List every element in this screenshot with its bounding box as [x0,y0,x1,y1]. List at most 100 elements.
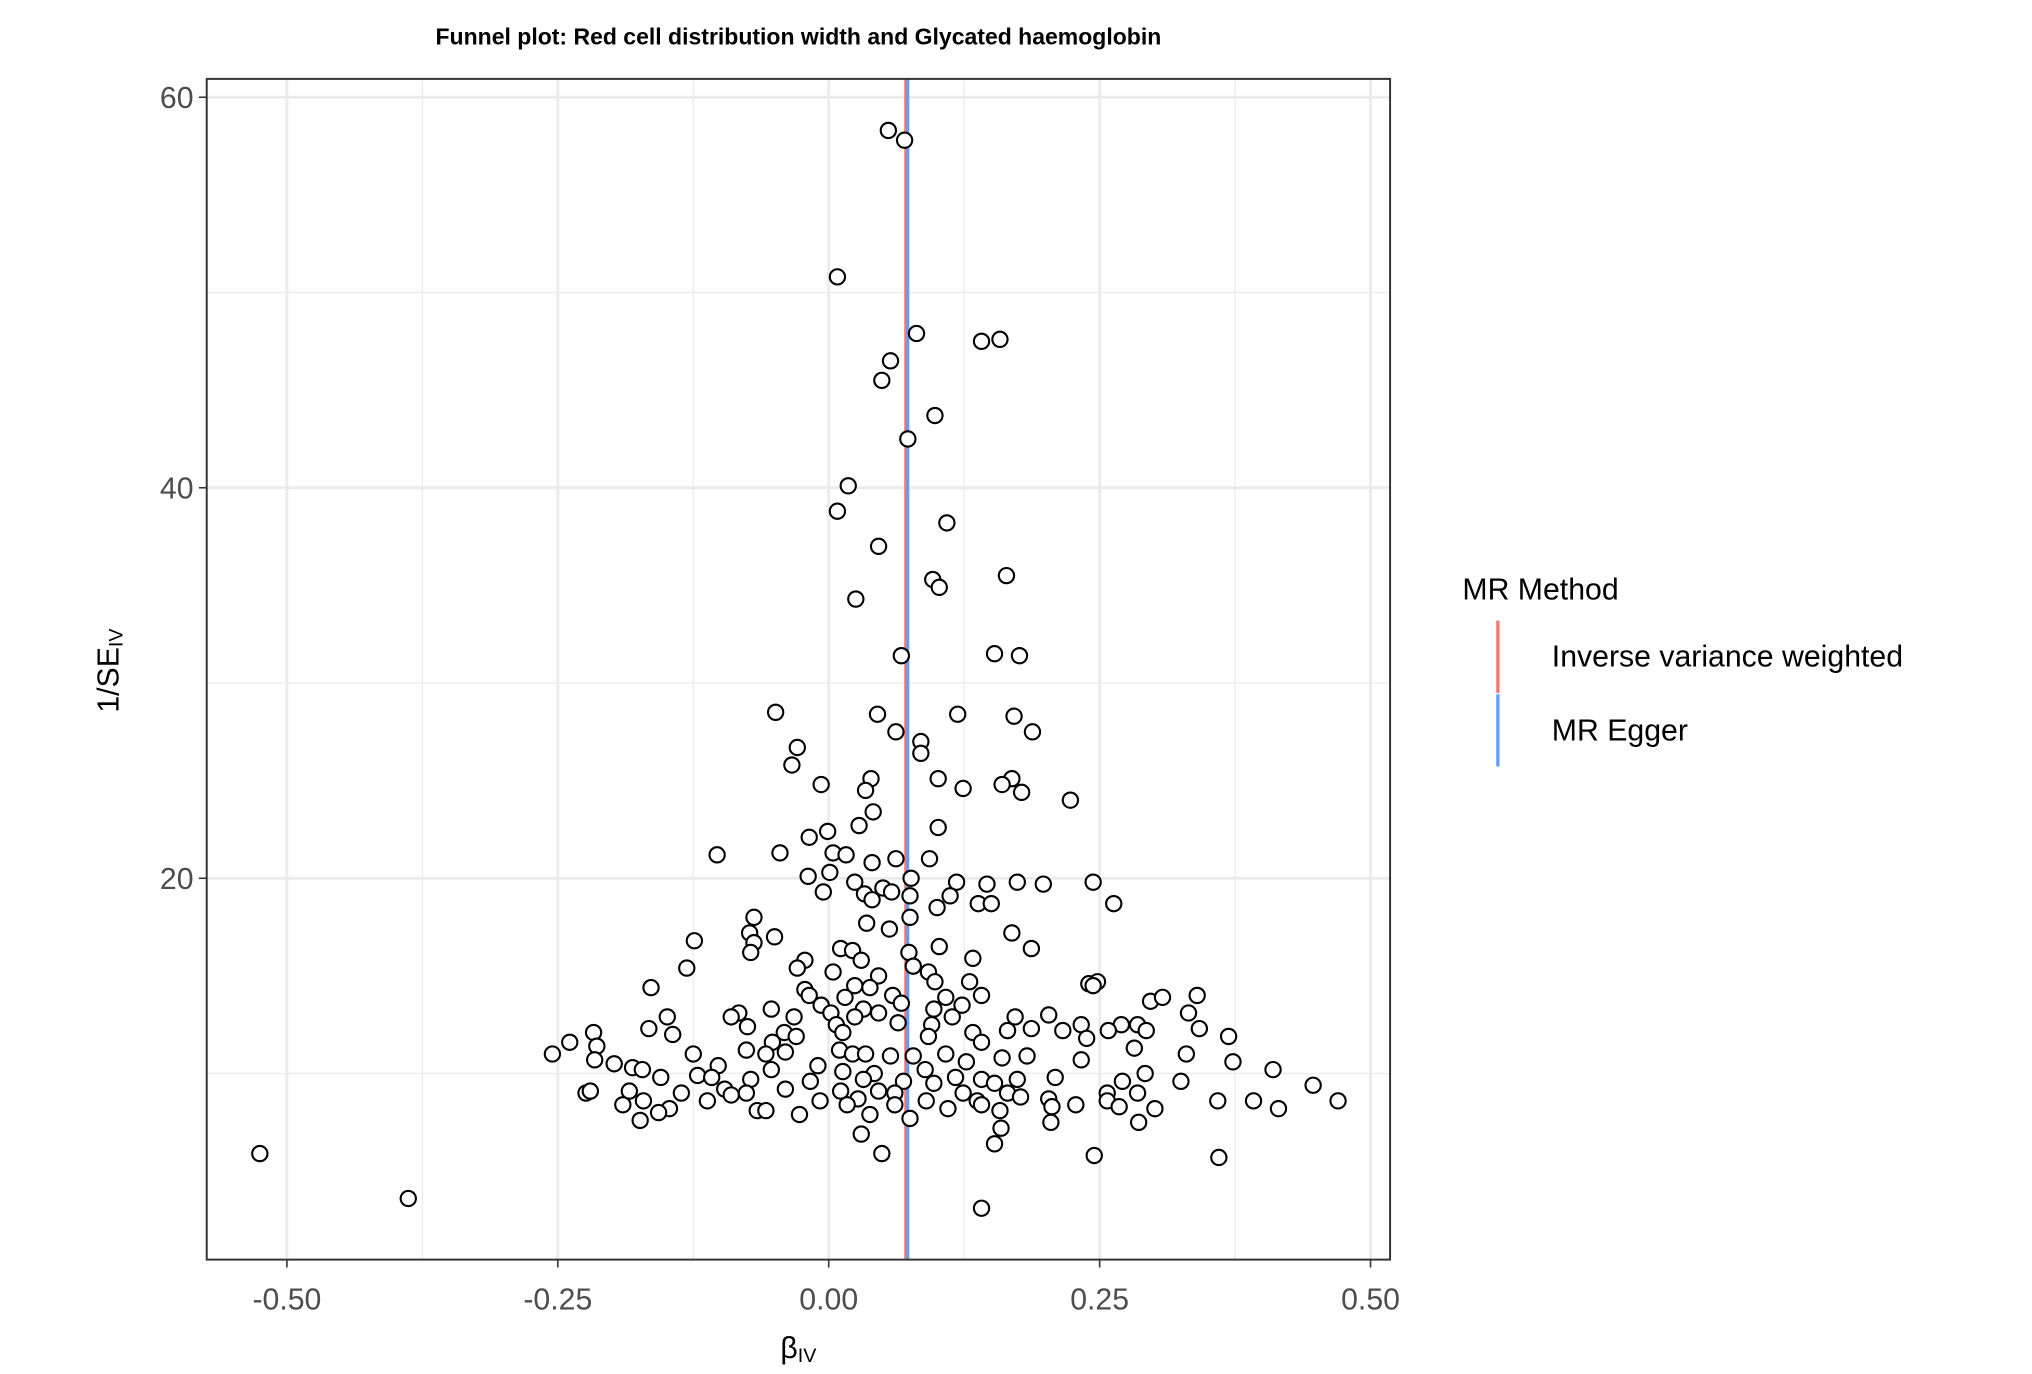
data-point [1304,1076,1322,1094]
data-point [771,844,789,862]
data-point [801,1072,819,1091]
data-point [991,1101,1009,1120]
data-point [852,951,870,969]
data-point [658,1008,676,1026]
data-point [1061,791,1080,809]
data-point [901,1109,919,1128]
data-point [926,973,944,991]
data-point [757,1045,775,1063]
data-point [847,590,865,608]
legend-label: Inverse variance weighted [1552,641,1903,674]
data-point [972,1033,991,1051]
data-point [1011,1088,1030,1106]
data-point [1190,1019,1209,1038]
data-point [1085,1146,1103,1165]
data-point [722,1008,740,1026]
data-point [828,502,847,520]
data-point [838,1096,856,1114]
data-point [985,1074,1004,1092]
data-point [634,1092,653,1110]
data-point [1113,1072,1132,1091]
y-axis-label-main: 1/SE [93,647,126,713]
data-point [633,1060,652,1079]
data-point [1188,986,1206,1005]
x-axis-label-main: β [780,1332,797,1365]
data-point [850,816,868,835]
data-point [698,1092,717,1110]
data-point [1129,1113,1148,1132]
data-point [916,1060,934,1079]
data-point [887,723,905,741]
data-point [892,994,911,1012]
data-point [399,1189,417,1208]
data-point [1264,1060,1282,1079]
data-point [894,1072,913,1091]
data-point [929,818,947,837]
y-axis-label-sub: IV [106,628,128,647]
data-point [892,647,911,665]
data-point [1054,1021,1072,1040]
data-point [937,988,955,1007]
data-point [846,1008,864,1026]
data-point [930,578,948,597]
data-point [800,986,818,1005]
data-point [839,477,857,495]
data-point [787,1027,805,1046]
data-point [812,775,830,794]
data-point [993,1049,1011,1067]
data-point [964,949,982,968]
data-point [920,850,939,868]
data-point [1224,1053,1242,1071]
data-point [1003,924,1021,942]
data-point [947,873,966,891]
data-point [821,863,839,882]
data-point [863,891,881,909]
data-point [757,1101,775,1120]
data-point [788,738,806,757]
data-point [642,978,660,997]
chart-title: Funnel plot: Red cell distribution width… [435,24,1161,50]
data-point [1067,1096,1085,1114]
data-point [672,1084,691,1102]
data-point [899,430,917,448]
data-point [1128,1084,1147,1102]
data-point [1022,1019,1041,1038]
data-point [926,406,944,425]
legend-label: MR Egger [1552,714,1688,747]
data-point [1210,1148,1228,1167]
data-point [869,1004,888,1022]
data-point [828,268,847,286]
data-point [928,898,946,917]
data-point [925,1074,943,1092]
data-point [688,1066,707,1085]
data-point [901,908,919,927]
data-point [1084,873,1102,891]
data-point [937,1045,955,1063]
data-point [1042,1113,1060,1132]
data-point [1010,647,1029,665]
data-point [904,957,922,975]
data-point [953,996,971,1014]
data-point [837,846,855,864]
data-point [800,828,818,846]
data-point [846,873,864,891]
data-point [972,332,991,350]
data-point [765,928,784,946]
data-point [1008,1070,1026,1089]
data-point [251,1144,269,1163]
data-point [997,566,1016,585]
data-point [685,932,704,950]
data-point [1105,894,1123,913]
data-point [831,1082,850,1100]
data-point [614,1096,632,1114]
data-point [620,1082,639,1100]
data-point [684,1045,702,1063]
data-point [585,1051,604,1069]
data-point [818,822,837,841]
data-point [863,853,881,872]
data-point [1040,1006,1058,1024]
data-point [1077,1029,1096,1048]
data-point [972,986,991,1005]
data-point [879,121,898,140]
